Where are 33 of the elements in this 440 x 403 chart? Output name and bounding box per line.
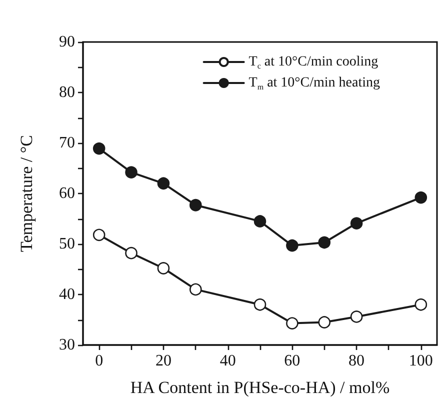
x-tick-label: 100 <box>408 352 433 370</box>
x-axis-title: HA Content in P(HSe-co-HA) / mol% <box>130 378 390 397</box>
y-tick-label: 60 <box>59 185 75 202</box>
y-tick-label: 40 <box>59 286 75 303</box>
point <box>286 239 298 252</box>
point <box>125 166 138 178</box>
point <box>157 177 170 190</box>
x-tick-label: 60 <box>284 352 300 370</box>
point <box>190 198 202 212</box>
x-tick-label: 20 <box>155 352 172 370</box>
y-tick-label: 50 <box>59 236 75 252</box>
point <box>125 246 138 260</box>
point <box>254 215 266 228</box>
x-tick-label: 0 <box>95 352 104 370</box>
y-tick-label: 30 <box>59 336 75 354</box>
point <box>92 228 106 242</box>
point <box>318 316 331 328</box>
x-tick-label: 80 <box>348 352 365 370</box>
point <box>350 310 363 323</box>
x-tick-label: 40 <box>220 352 236 370</box>
y-tick-label: 80 <box>59 84 75 101</box>
point <box>157 262 170 274</box>
point <box>190 283 202 296</box>
point <box>414 298 428 311</box>
y-axis-title: Temperature / °C <box>17 134 36 252</box>
point <box>254 298 266 311</box>
point <box>92 142 106 155</box>
point <box>350 217 363 230</box>
y-tick-label: 70 <box>59 134 75 152</box>
point <box>318 236 331 249</box>
point <box>414 191 428 204</box>
point <box>286 317 298 330</box>
y-tick-label: 90 <box>59 34 75 50</box>
